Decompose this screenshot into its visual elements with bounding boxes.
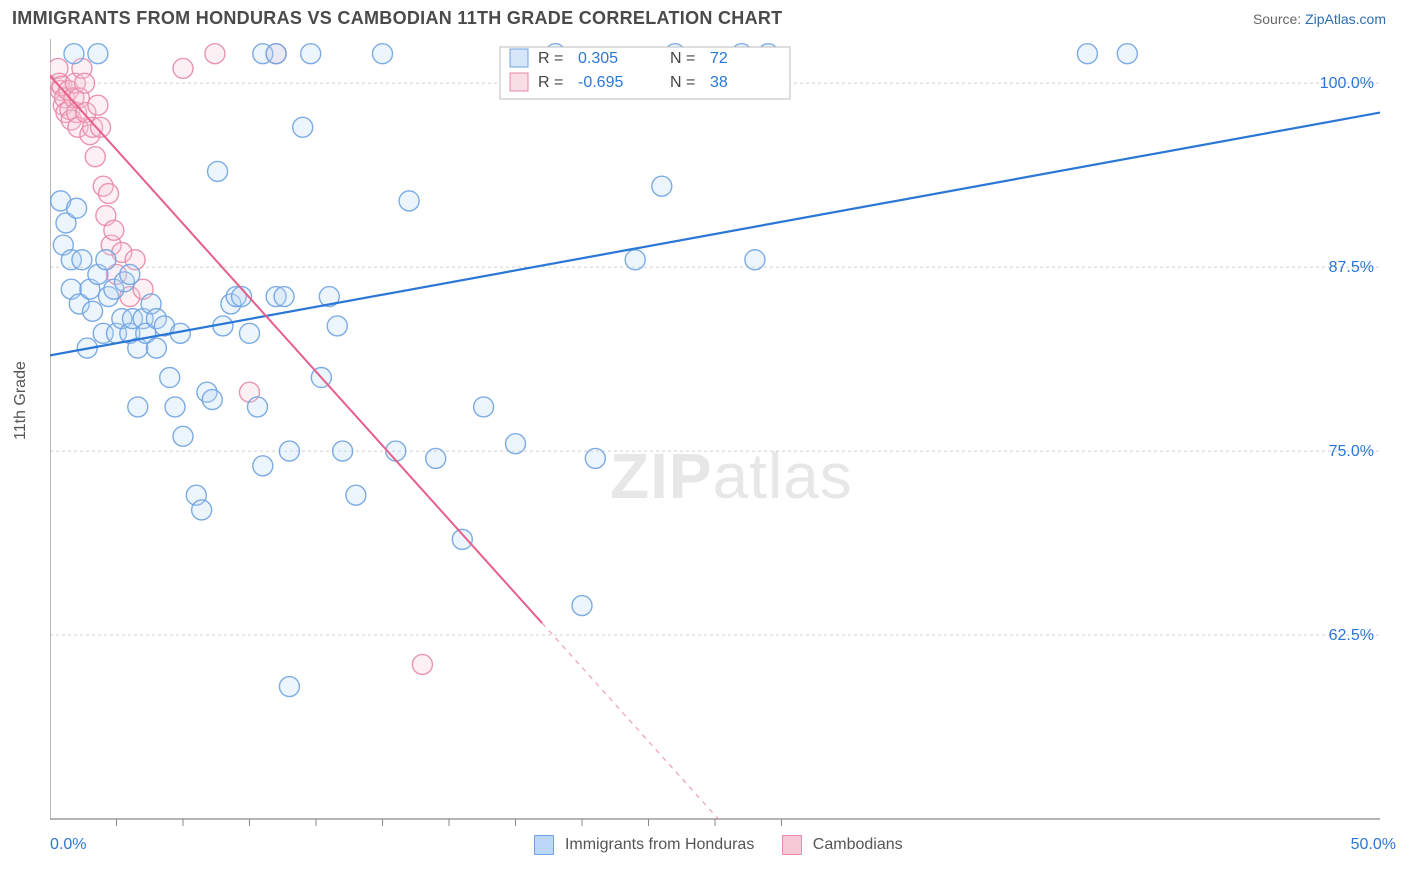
chart-title: IMMIGRANTS FROM HONDURAS VS CAMBODIAN 11… [12, 8, 782, 29]
source-link[interactable]: ZipAtlas.com [1305, 11, 1386, 27]
svg-text:-0.695: -0.695 [578, 74, 623, 91]
x-axis-footer: 0.0% Immigrants from Honduras Cambodians… [50, 835, 1396, 855]
svg-text:R =: R = [538, 50, 563, 67]
svg-text:N =: N = [670, 74, 695, 91]
svg-text:N =: N = [670, 50, 695, 67]
chart-area: 62.5% 75.0% 87.5% 100.0% R = 0.305 N = 72 R = -… [50, 39, 1406, 829]
source-attribution: Source: ZipAtlas.com [1253, 11, 1386, 27]
legend-item-honduras: Immigrants from Honduras [534, 835, 754, 855]
scatter-plot-svg: 62.5% 75.0% 87.5% 100.0% R = 0.305 N = 72 R = -… [50, 39, 1396, 829]
legend-swatch-cambodians [782, 835, 802, 855]
legend-label-cambodians: Cambodians [813, 836, 903, 853]
legend-label-honduras: Immigrants from Honduras [565, 836, 754, 853]
bottom-legend: Immigrants from Honduras Cambodians [534, 835, 902, 855]
svg-text:38: 38 [710, 74, 728, 91]
y-axis-label: 11th Grade [12, 361, 30, 440]
svg-text:75.0%: 75.0% [1329, 443, 1374, 460]
source-label: Source: [1253, 11, 1301, 27]
svg-text:62.5%: 62.5% [1329, 627, 1374, 644]
svg-text:87.5%: 87.5% [1329, 259, 1374, 276]
legend-swatch-honduras [534, 835, 554, 855]
svg-text:100.0%: 100.0% [1320, 75, 1374, 92]
legend-item-cambodians: Cambodians [782, 835, 902, 855]
svg-text:0.305: 0.305 [578, 50, 618, 67]
svg-text:72: 72 [710, 50, 728, 67]
x-axis-max-label: 50.0% [1351, 836, 1396, 854]
x-axis-min-label: 0.0% [50, 836, 86, 854]
svg-text:R =: R = [538, 74, 563, 91]
